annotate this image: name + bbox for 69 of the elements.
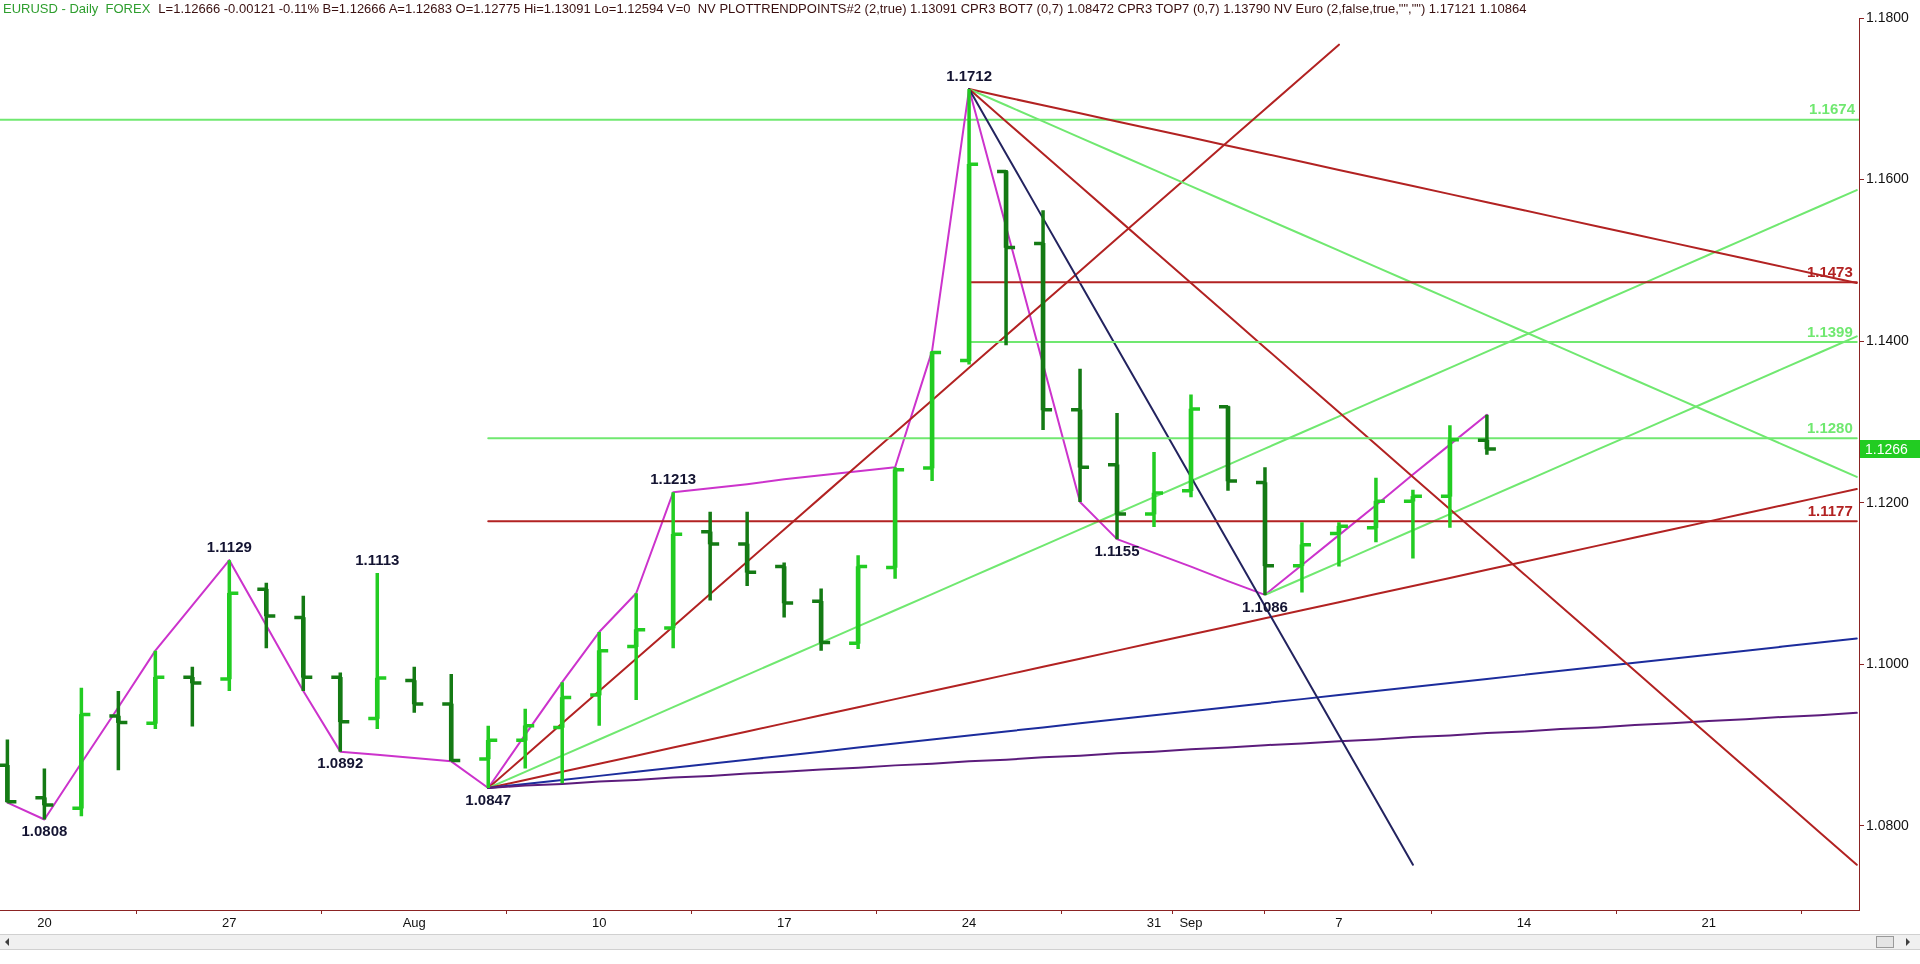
candlestick	[181, 665, 204, 729]
annotation: 1.1155	[1094, 541, 1140, 559]
x-tick-label: Aug	[402, 915, 426, 931]
candlestick	[514, 707, 536, 771]
x-tick-label: 14	[1516, 915, 1532, 931]
y-tick-label: 1.1800	[1866, 8, 1910, 25]
candlestick	[1439, 423, 1461, 530]
y-tick-label: 1.1400	[1866, 332, 1910, 349]
candlestick	[477, 724, 499, 790]
chart-title: EURUSD - Daily FOREX	[3, 1, 151, 16]
candlestick	[292, 593, 315, 693]
candlestick	[255, 581, 278, 650]
candlestick	[810, 586, 832, 653]
series-label: 1.1399	[1806, 322, 1853, 340]
x-tick-label: 17	[776, 915, 792, 931]
ref-line-label: 1.1674	[1809, 100, 1856, 118]
candlestick	[1291, 520, 1313, 595]
candlestick	[699, 509, 721, 603]
x-tick-label: 7	[1335, 915, 1343, 931]
candlestick	[662, 490, 684, 650]
x-tick-label: 31	[1146, 915, 1162, 931]
candlestick	[736, 509, 758, 588]
candlestick	[773, 560, 795, 620]
y-tick-label: 1.1000	[1866, 655, 1910, 672]
annotation: 1.0808	[21, 822, 68, 840]
annotation: 1.1129	[206, 537, 252, 555]
candlestick	[1328, 520, 1350, 569]
candlestick	[1402, 488, 1424, 561]
candlestick	[33, 766, 56, 822]
candlestick	[144, 648, 167, 731]
candlestick	[847, 553, 869, 651]
series-label: 1.1473	[1806, 262, 1853, 280]
candlestick	[366, 571, 389, 731]
annotation: 1.0892	[317, 754, 364, 772]
candlestick	[1143, 450, 1165, 529]
candlestick	[403, 665, 426, 715]
candlestick	[958, 87, 980, 367]
candlestick	[218, 558, 241, 693]
candlestick	[884, 465, 906, 581]
x-tick-label: 20	[37, 915, 52, 931]
annotation: 1.1113	[355, 550, 400, 568]
series-label: 1.1177	[1807, 502, 1853, 520]
annotation: 1.1712	[946, 66, 993, 84]
y-tick-label: 1.1200	[1866, 493, 1910, 510]
candlestick	[551, 680, 573, 785]
x-tick-label: 10	[591, 915, 607, 931]
candlestick	[329, 670, 352, 754]
annotation: 1.1213	[650, 469, 697, 487]
candlestick	[107, 689, 130, 772]
candlestick	[70, 686, 93, 819]
text: 1.1266	[1865, 440, 1909, 457]
candlestick	[625, 591, 647, 702]
y-tick-label: 1.0800	[1866, 816, 1910, 833]
candlestick	[1069, 366, 1091, 504]
x-tick-label: 21	[1701, 915, 1717, 931]
series-label: 1.1280	[1806, 418, 1853, 436]
annotation: 1.0847	[465, 790, 512, 808]
x-tick-label: 27	[222, 915, 237, 931]
candlestick	[1180, 392, 1202, 499]
x-tick-label: Sep	[1179, 915, 1203, 931]
candlestick	[588, 630, 610, 728]
candlestick	[1032, 208, 1054, 432]
chart-subtitle: L=1.12666 -0.00121 -0.11% B=1.12666 A=1.12683 O=1.12775 Hi=1.13091 Lo=1.12594 V=0 NV PLOTTRENDPOINTS#2 (2,true) 1.13091 CPR3 BOT7 (0,7) 1.08472 CPR3 TOP7 (0,7) 1.13790 NV Euro (2,false,true,"","") 1.17121 1.10864	[158, 1, 1527, 16]
y-tick-label: 1.1600	[1866, 170, 1910, 187]
candlestick	[1365, 475, 1387, 545]
candlestick	[1254, 465, 1276, 597]
candlestick	[1476, 412, 1498, 457]
x-tick-label: 24	[961, 915, 977, 931]
candlestick	[1106, 411, 1128, 541]
